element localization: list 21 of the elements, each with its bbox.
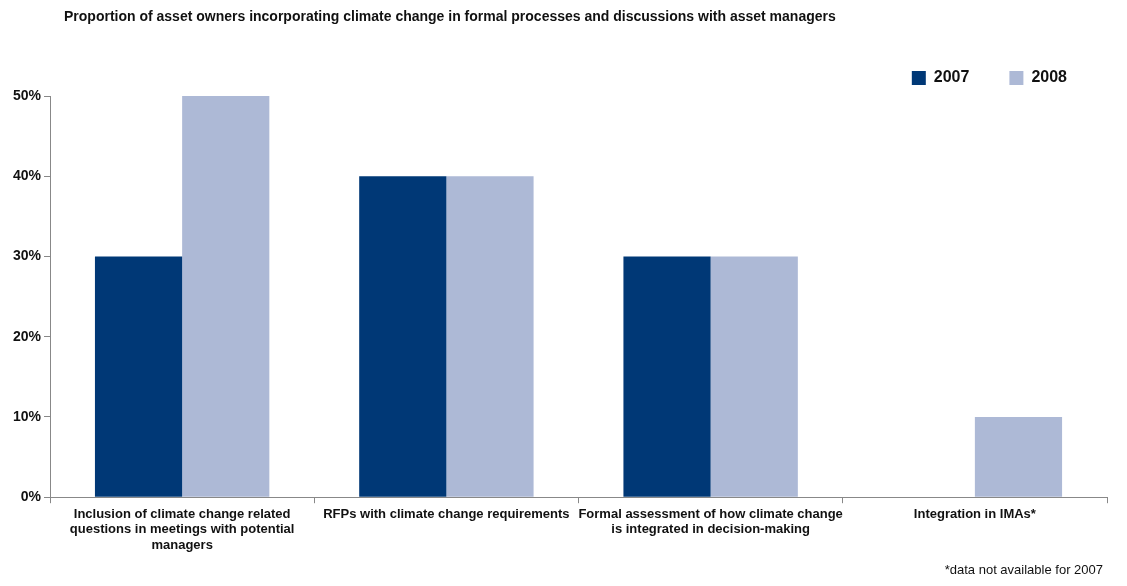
y-tick-label: 30% [12, 247, 42, 264]
y-tick-label: 20% [12, 327, 42, 344]
bar [623, 256, 711, 497]
x-tick-label: Inclusion of climate change related questions in meetings with potential managers [69, 505, 295, 552]
bar [446, 176, 534, 497]
x-tick-label: Integration in IMAs* [913, 505, 1037, 521]
y-tick-label: 10% [12, 407, 42, 424]
y-tick-label: 40% [12, 167, 42, 184]
bar [974, 416, 1063, 497]
legend-label: 2008 [1031, 68, 1068, 86]
bar [710, 256, 798, 497]
y-tick-label: 0% [20, 488, 42, 505]
bar [182, 96, 270, 497]
bar [94, 256, 183, 497]
y-tick-label: 50% [12, 86, 42, 103]
chart-title: Proportion of asset owners incorporating climate change in formal processes and discussions with asset managers [64, 8, 836, 24]
bar [359, 176, 447, 497]
legend-label: 2007 [933, 68, 970, 86]
x-tick-label: RFPs with climate change requirements [323, 505, 570, 521]
x-tick-label: Formal assessment of how climate change is integrated in decision-making [578, 505, 843, 537]
text: *data not available for 2007 [944, 562, 1103, 577]
